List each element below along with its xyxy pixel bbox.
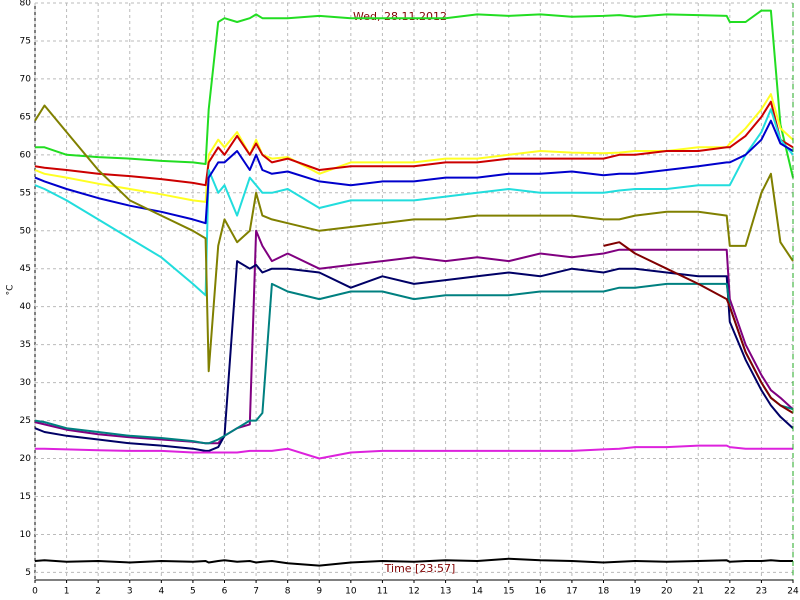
y-tick-label: 10 (20, 530, 32, 540)
y-tick-label: 45 (20, 264, 31, 274)
x-tick-label: 12 (408, 587, 419, 597)
y-axis-label: °C (6, 285, 16, 296)
y-tick-label: 25 (20, 416, 31, 426)
y-tick-label: 20 (20, 454, 32, 464)
x-tick-label: 24 (787, 587, 799, 597)
x-tick-label: 8 (285, 587, 291, 597)
x-tick-label: 0 (32, 587, 38, 597)
x-tick-label: 16 (535, 587, 547, 597)
x-tick-label: 4 (158, 587, 164, 597)
x-tick-label: 21 (693, 587, 704, 597)
y-tick-label: 65 (20, 112, 31, 122)
y-tick-label: 40 (20, 302, 32, 312)
x-tick-label: 3 (127, 587, 133, 597)
x-tick-label: 23 (756, 587, 767, 597)
x-tick-label: 7 (253, 587, 259, 597)
x-tick-label: 9 (316, 587, 322, 597)
series-line (34, 100, 794, 187)
y-tick-label: 80 (20, 0, 32, 9)
x-tick-label: 22 (724, 587, 735, 597)
x-tick-label: 15 (503, 587, 514, 597)
y-tick-label: 35 (20, 340, 31, 350)
y-tick-label: 50 (20, 226, 32, 236)
series-line (34, 557, 793, 567)
series-line (34, 260, 794, 452)
y-tick-label: 15 (20, 492, 31, 502)
x-tick-label: 5 (190, 587, 196, 597)
x-tick-label: 10 (345, 587, 357, 597)
x-tick-label: 11 (377, 587, 388, 597)
x-tick-label: 6 (222, 587, 228, 597)
series-line (603, 241, 794, 414)
x-tick-label: 1 (64, 587, 70, 597)
series-line (35, 9, 794, 178)
x-tick-label: 20 (661, 587, 673, 597)
y-tick-label: 70 (20, 74, 32, 84)
y-tick-label: 55 (20, 188, 31, 198)
x-tick-label: 18 (598, 587, 610, 597)
series-line (34, 282, 794, 445)
series-line (35, 444, 793, 460)
x-tick-label: 19 (629, 587, 641, 597)
x-tick-label: 17 (566, 587, 577, 597)
y-tick-label: 5 (25, 568, 31, 578)
y-tick-label: 30 (20, 378, 32, 388)
x-axis-label: Time [23:57] (384, 562, 456, 575)
y-tick-label: 60 (20, 150, 32, 160)
series-line (34, 104, 794, 373)
series-line (34, 108, 794, 297)
x-tick-label: 14 (471, 587, 483, 597)
series-line (34, 119, 794, 225)
x-tick-label: 13 (440, 587, 451, 597)
y-tick-label: 75 (20, 36, 31, 46)
x-tick-label: 2 (95, 587, 101, 597)
chart-title: Wed, 28.11.2012 (353, 10, 447, 23)
